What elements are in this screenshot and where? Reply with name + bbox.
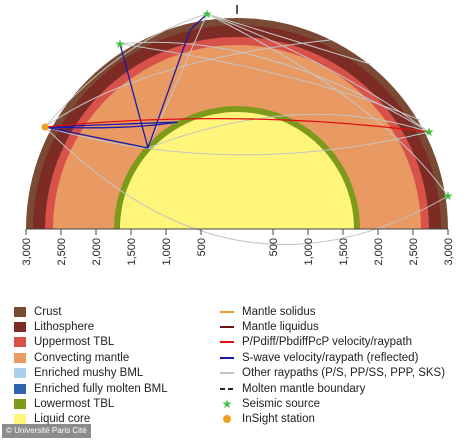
legend-label: S-wave velocity/raypath (reflected) bbox=[242, 351, 419, 364]
legend-label: Enriched fully molten BML bbox=[34, 382, 168, 395]
other-raypath bbox=[147, 113, 430, 149]
scale-tick-label: 3,000 bbox=[21, 238, 33, 266]
legend-label: Seismic source bbox=[242, 398, 320, 411]
scale-tick-label: 500 bbox=[196, 238, 208, 256]
legend-item-insight-station: InSight station bbox=[220, 412, 474, 427]
insight-station-icon bbox=[41, 123, 49, 131]
scale-tick-label: 2,000 bbox=[91, 238, 103, 266]
dashed-line-glyph bbox=[220, 384, 234, 394]
line-glyph bbox=[220, 353, 234, 363]
legend-label: Lowermost TBL bbox=[34, 398, 115, 411]
other-raypath bbox=[119, 43, 421, 121]
legend-swatch bbox=[14, 322, 26, 333]
legend-item-mantle-solidus: Mantle solidus bbox=[220, 304, 474, 319]
legend-label: Liquid core bbox=[34, 413, 91, 426]
legend-item-molten-boundary: Molten mantle boundary bbox=[220, 381, 474, 396]
other-raypath bbox=[119, 41, 430, 133]
legend-swatch bbox=[14, 399, 26, 410]
legend-item-p-raypath: P/Pdiff/PbdiffPcP velocity/raypath bbox=[220, 335, 474, 350]
legend-item-lithosphere: Lithosphere bbox=[14, 319, 214, 334]
s-wave-raypath bbox=[44, 121, 179, 128]
legend-item-uppermost-tbl: Uppermost TBL bbox=[14, 335, 214, 350]
legend-item-mantle-liquidus: Mantle liquidus bbox=[220, 319, 474, 334]
distance-scale: 3,000 2,500 2,000 1,500 1,000 500 500 1,… bbox=[21, 228, 455, 266]
legend-label: Mantle solidus bbox=[242, 305, 316, 318]
s-wave-raypath bbox=[119, 43, 149, 149]
image-credit: © Université Paris Cité bbox=[2, 424, 91, 438]
legend-label: Lithosphere bbox=[34, 321, 95, 334]
scale-tick-label: 3,000 bbox=[443, 238, 455, 266]
legend-label: Crust bbox=[34, 305, 62, 318]
mars-interior-cross-section: ★ ★ ★ ★ 3,000 2,500 2,000 1,500 1,000 50… bbox=[21, 5, 455, 266]
s-wave-raypath bbox=[44, 121, 179, 129]
scale-tick-label: 2,000 bbox=[373, 238, 385, 266]
scale-tick-label: 1,500 bbox=[126, 238, 138, 266]
legend-label: Convecting mantle bbox=[34, 351, 130, 364]
legend-layers: Crust Lithosphere Uppermost TBL Convecti… bbox=[14, 304, 214, 427]
scale-tick-label: 1,000 bbox=[303, 238, 315, 266]
legend-lines: Mantle solidus Mantle liquidus P/Pdiff/P… bbox=[220, 304, 474, 427]
legend-swatch bbox=[14, 414, 26, 425]
seismic-source-icon: ★ bbox=[424, 125, 435, 139]
legend-item-convecting-mantle: Convecting mantle bbox=[14, 350, 214, 365]
scale-tick-label: 500 bbox=[268, 238, 280, 256]
legend-label: InSight station bbox=[242, 413, 315, 426]
legend-label: Enriched mushy BML bbox=[34, 367, 144, 380]
other-raypath bbox=[206, 13, 430, 133]
legend-swatch bbox=[14, 368, 26, 379]
legend-swatch bbox=[14, 337, 26, 348]
legend-label: P/Pdiff/PbdiffPcP velocity/raypath bbox=[242, 336, 413, 349]
legend-swatch bbox=[14, 306, 26, 317]
other-raypath bbox=[147, 13, 208, 149]
legend-label: Mantle liquidus bbox=[242, 321, 319, 334]
legend-label: Uppermost TBL bbox=[34, 336, 115, 349]
seismic-sources: ★ ★ ★ ★ bbox=[115, 7, 454, 203]
legend-item-seismic-source: ★ Seismic source bbox=[220, 396, 474, 411]
line-glyph bbox=[220, 322, 234, 332]
seismic-source-icon: ★ bbox=[443, 189, 454, 203]
scale-tick-label: 1,500 bbox=[338, 238, 350, 266]
scale-tick-marks bbox=[25, 229, 449, 235]
s-wave-raypath bbox=[147, 13, 208, 149]
s-wave-raypaths bbox=[44, 13, 208, 149]
legend-item-other-raypaths: Other raypaths (P/S, PP/SS, PPP, SKS) bbox=[220, 366, 474, 381]
line-glyph bbox=[220, 368, 234, 378]
s-wave-raypath bbox=[44, 126, 149, 149]
other-raypath bbox=[44, 126, 430, 156]
legend-item-lowermost-tbl: Lowermost TBL bbox=[14, 396, 214, 411]
legend-swatch bbox=[14, 383, 26, 394]
planet-layers bbox=[26, 18, 448, 229]
legend-item-s-raypath: S-wave velocity/raypath (reflected) bbox=[220, 350, 474, 365]
other-raypath bbox=[206, 13, 371, 65]
other-raypath bbox=[44, 126, 449, 245]
seismic-source-icon: ★ bbox=[202, 7, 213, 21]
scale-tick-label: 2,500 bbox=[56, 238, 68, 266]
seismic-source-icon: ★ bbox=[115, 37, 126, 51]
legend-label: Other raypaths (P/S, PP/SS, PPP, SKS) bbox=[242, 367, 446, 380]
other-raypath bbox=[206, 13, 449, 197]
scale-tick-label: 1,000 bbox=[161, 238, 173, 266]
legend-label: Molten mantle boundary bbox=[242, 382, 366, 395]
legend-item-enriched-mushy-bml: Enriched mushy BML bbox=[14, 366, 214, 381]
legend: Crust Lithosphere Uppermost TBL Convecti… bbox=[0, 300, 474, 440]
scale-tick-label: 2,500 bbox=[408, 238, 420, 266]
line-glyph bbox=[220, 307, 234, 317]
legend-item-enriched-molten-bml: Enriched fully molten BML bbox=[14, 381, 214, 396]
dot-icon bbox=[220, 414, 234, 424]
p-wave-raypaths bbox=[44, 117, 430, 133]
p-wave-raypath bbox=[44, 117, 430, 133]
layer-liquid-core bbox=[120, 112, 354, 229]
legend-item-crust: Crust bbox=[14, 304, 214, 319]
other-raypaths bbox=[44, 13, 449, 245]
line-glyph bbox=[220, 337, 234, 347]
legend-swatch bbox=[14, 352, 26, 363]
legend-item-liquid-core: Liquid core bbox=[14, 412, 214, 427]
star-icon: ★ bbox=[221, 397, 233, 412]
